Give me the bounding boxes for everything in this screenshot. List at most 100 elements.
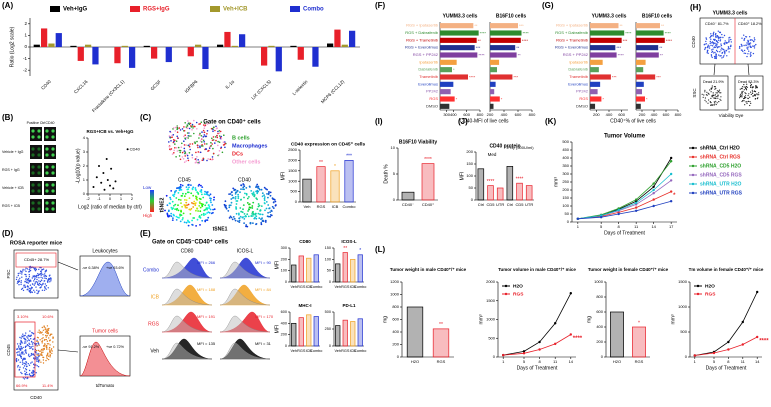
- cell-dot: [186, 154, 189, 157]
- cell-dot: [39, 331, 41, 333]
- panel-label: (K): [545, 117, 556, 126]
- cell-dot: [24, 350, 26, 352]
- y-tick-label: 0: [295, 199, 298, 204]
- blot-spot: [31, 153, 35, 157]
- dot-blot: [44, 145, 56, 159]
- cell-dot: [182, 212, 185, 215]
- label: RGS + IgG: [2, 168, 20, 172]
- cell-dot: [231, 194, 234, 197]
- cell-dot: [180, 195, 183, 197]
- cell-dot: [749, 43, 751, 46]
- cell-dot: [42, 359, 45, 361]
- cell-dot: [30, 352, 33, 355]
- cell-dot: [40, 276, 42, 278]
- chart-title: Tm volume in female CD40⁺/⁺ mice: [689, 267, 764, 272]
- cell-dot: [187, 157, 189, 159]
- cell-dot: [187, 137, 189, 139]
- label: FSC: [6, 269, 11, 279]
- cell-dot: [739, 93, 742, 95]
- cell-dot: [49, 344, 51, 346]
- y-tick-label: 200: [562, 187, 569, 192]
- y-tick-label: 100: [466, 173, 473, 178]
- x-tick-label: -2: [86, 196, 90, 201]
- cell-dot: [743, 89, 745, 91]
- category-label: Combo: [343, 204, 357, 209]
- arrow: [57, 261, 79, 271]
- legend-label: RGS+IgG: [143, 7, 170, 13]
- cell-dot: [730, 41, 732, 43]
- gate: [14, 321, 36, 378]
- point: [98, 165, 100, 167]
- cell-dot: [713, 95, 715, 97]
- point: [652, 198, 655, 201]
- cell-dot: [31, 291, 33, 293]
- bar: [487, 185, 494, 201]
- cell-dot: [243, 213, 246, 215]
- label: CD40: [691, 36, 696, 48]
- bar: [525, 185, 533, 201]
- cell-dot: [28, 335, 31, 337]
- cell-dot: [187, 220, 190, 223]
- cell-dot: [30, 362, 32, 364]
- cell-dot: [237, 197, 240, 200]
- cell-dot: [255, 197, 258, 200]
- y-tick-label: 600: [281, 310, 287, 314]
- y-tick-label: 5: [393, 171, 396, 176]
- cell-dot: [191, 143, 194, 145]
- y-tick-label: 1000: [486, 317, 496, 322]
- point: [652, 185, 655, 188]
- cell-dot: [217, 140, 219, 143]
- cell-dot: [211, 156, 214, 158]
- label: 10.6%: [42, 314, 54, 319]
- cell-dot: [715, 100, 717, 102]
- cell-dot: [223, 143, 226, 146]
- cell-dot: [181, 151, 184, 154]
- cell-dot: [269, 214, 272, 216]
- cell-dot: [257, 212, 260, 215]
- cell-dot: [264, 221, 267, 223]
- cell-dot: [751, 39, 753, 41]
- cell-dot: [38, 282, 41, 285]
- point: [712, 351, 716, 355]
- cell-dot: [706, 50, 709, 53]
- cell-dot: [259, 213, 261, 216]
- significance: ****: [666, 38, 673, 43]
- bar: [490, 74, 513, 80]
- cell-dot: [237, 193, 240, 196]
- cell-dot: [39, 332, 41, 334]
- cell-dot: [750, 102, 752, 104]
- bar: [590, 103, 596, 109]
- cell-dot: [19, 355, 22, 358]
- cell-dot: [30, 334, 32, 337]
- bar: [440, 23, 474, 29]
- annotation: CD40: [130, 146, 141, 151]
- category-label: Combo: [354, 349, 366, 353]
- cell-dot: [200, 184, 202, 187]
- cell-dot: [716, 90, 719, 92]
- cell-dot: [181, 218, 184, 221]
- cell-dot: [44, 270, 47, 272]
- y-axis-label: MFI: [280, 172, 286, 181]
- x-tick-label: 600: [463, 112, 470, 117]
- cell-dot: [228, 217, 231, 219]
- cell-dot: [740, 95, 742, 97]
- cell-dot: [741, 87, 743, 89]
- label: MFI = 266: [197, 260, 216, 265]
- cell-dot: [28, 342, 30, 344]
- cell-dot: [750, 85, 752, 87]
- cell-dot: [724, 40, 726, 42]
- cell-dot: [186, 204, 188, 207]
- cell-dot: [21, 287, 24, 290]
- cell-dot: [719, 98, 721, 100]
- cell-dot: [720, 44, 723, 47]
- significance: *: [602, 97, 604, 102]
- cell-dot: [15, 358, 18, 360]
- cell-dot: [52, 346, 55, 348]
- cell-dot: [225, 207, 228, 210]
- cell-dot: [200, 213, 203, 216]
- y-tick-label: 0: [393, 197, 396, 202]
- label: Med: [488, 152, 497, 157]
- cell-dot: [234, 188, 237, 191]
- y-tick-label: 0: [471, 197, 474, 202]
- cell-dot: [201, 193, 203, 196]
